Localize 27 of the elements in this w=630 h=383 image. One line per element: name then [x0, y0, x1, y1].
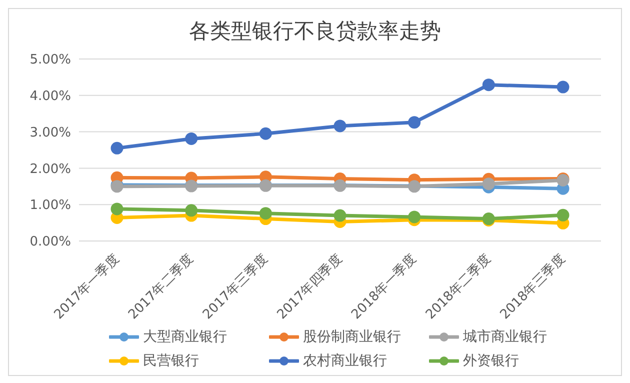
- point: [259, 207, 272, 220]
- point: [482, 78, 495, 92]
- point: [482, 178, 495, 190]
- point: [259, 127, 272, 140]
- point: [408, 116, 421, 129]
- legend-label: 外资银行: [463, 352, 519, 370]
- y-tick-label: 4.00%: [30, 89, 71, 104]
- legend-label: 农村商业银行: [303, 352, 387, 370]
- y-tick-label: 0.00%: [30, 234, 71, 250]
- point: [185, 132, 198, 145]
- y-tick-label: 5.00%: [30, 52, 71, 68]
- legend-label: 股份制商业银行: [303, 328, 401, 346]
- point: [408, 210, 421, 224]
- y-tick-label: 1.00%: [30, 198, 71, 214]
- y-tick-label: 3.00%: [30, 125, 71, 140]
- point: [110, 142, 124, 154]
- legend-label: 城市商业银行: [463, 328, 547, 346]
- legend-label: 民营银行: [143, 352, 199, 370]
- point: [110, 202, 124, 216]
- point: [334, 120, 346, 132]
- chart-title: 各类型银行不良贷款率走势: [188, 18, 442, 45]
- y-tick-label: 2.00%: [30, 162, 71, 177]
- point: [556, 80, 570, 94]
- point: [556, 208, 570, 222]
- legend-label: 大型商业银行: [143, 328, 227, 346]
- point: [334, 209, 346, 222]
- point: [185, 204, 198, 217]
